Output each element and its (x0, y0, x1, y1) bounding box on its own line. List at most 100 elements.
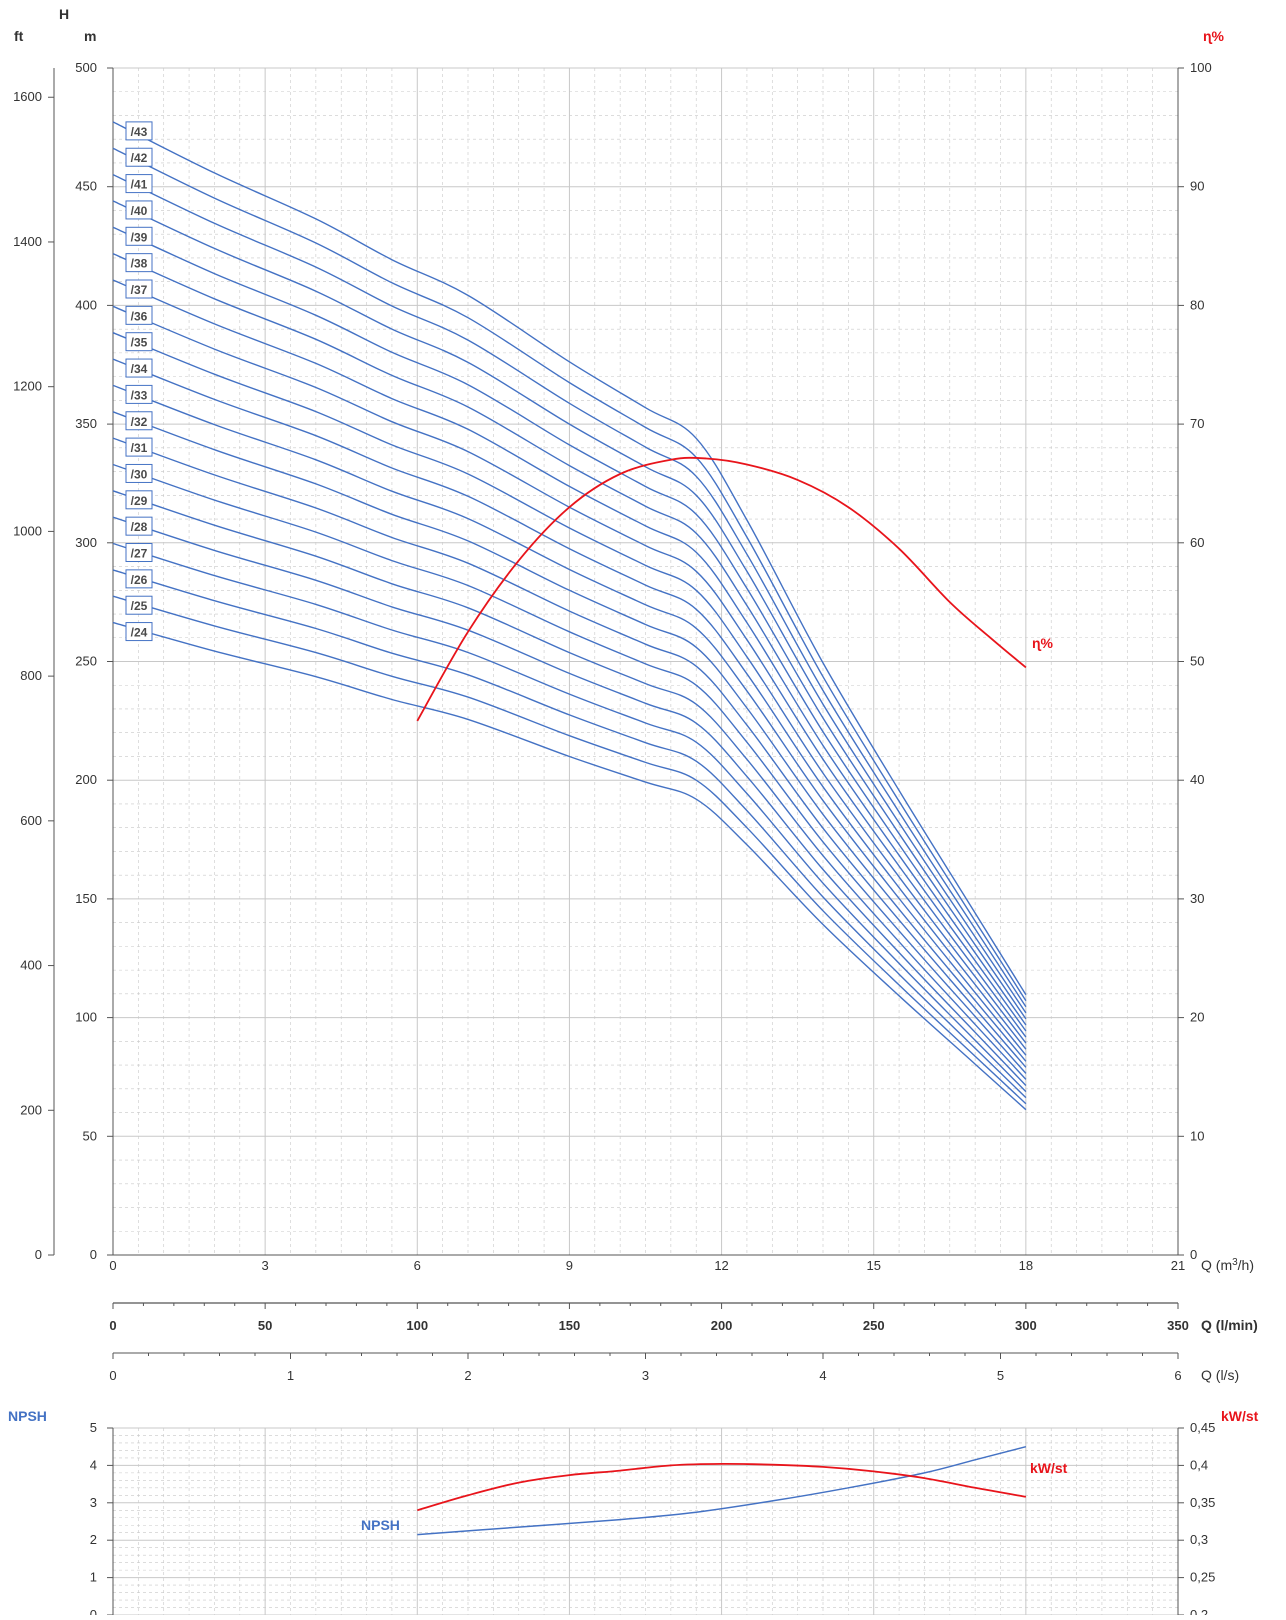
head-curve (112, 621, 1027, 1111)
npsh-tick-label: 5 (90, 1420, 97, 1435)
curve-label-box (125, 253, 153, 273)
curve-label-text: /39 (131, 230, 148, 244)
curve-label-box (125, 384, 153, 404)
y-tick-label-ft: 600 (20, 813, 42, 828)
y-tick-label-ft: 800 (20, 668, 42, 683)
curve-label-box (125, 543, 153, 563)
x-tick-label-lmin: 150 (559, 1318, 581, 1333)
curve-label: /27 (125, 543, 153, 563)
head-curve (112, 411, 1027, 1062)
curve-label-text: /27 (131, 547, 148, 561)
y-tick-label-eta: 20 (1190, 1010, 1204, 1025)
head-curve (112, 490, 1027, 1080)
x-tick-label-ls: 5 (997, 1368, 1004, 1383)
curve-label: /30 (125, 463, 153, 483)
npsh-tick-label: 3 (90, 1495, 97, 1510)
eta-header: ɳ% (1203, 28, 1225, 44)
curve-label-box (125, 147, 153, 167)
text-layer: 0501001502002503003504004505000200400600… (13, 60, 1215, 1620)
x-tick-label-ls: 3 (642, 1368, 649, 1383)
curve-label: /25 (125, 595, 153, 615)
curve-label-box (125, 437, 153, 457)
curve-label-box (125, 305, 153, 325)
curve-label: /24 (125, 622, 153, 642)
curve-label-text: /40 (131, 204, 148, 218)
head-curve (112, 121, 1027, 996)
y-tick-label-m: 300 (75, 535, 97, 550)
curve-label: /37 (125, 279, 153, 299)
head-curve (112, 384, 1027, 1056)
y-tick-label-m: 50 (83, 1128, 97, 1143)
y-tick-label-eta: 30 (1190, 891, 1204, 906)
y-tick-label-eta: 10 (1190, 1128, 1204, 1143)
y-tick-label-eta: 40 (1190, 772, 1204, 787)
curve-label: /32 (125, 411, 153, 431)
y-tick-label-eta: 90 (1190, 179, 1204, 194)
head-curve (112, 516, 1027, 1086)
curve-label-text: /38 (131, 257, 148, 271)
kw-tick-label: 0,35 (1190, 1495, 1215, 1510)
curve-label-box (125, 463, 153, 483)
q-ls-unit: Q (l/s) (1201, 1367, 1239, 1383)
curve-label-text: /31 (131, 441, 148, 455)
x-tick-label-m3h: 15 (866, 1258, 880, 1273)
curve-label: /29 (125, 490, 153, 510)
x-tick-label-m3h: 6 (414, 1258, 421, 1273)
npsh-tick-label: 4 (90, 1457, 97, 1472)
curve-label-box (125, 569, 153, 589)
head-curve (112, 437, 1027, 1068)
curve-label: /33 (125, 384, 153, 404)
q-m3h-unit: Q (m3/h) (1201, 1257, 1254, 1274)
curve-label-text: /34 (131, 362, 148, 376)
x-tick-label-lmin: 350 (1167, 1318, 1189, 1333)
head-curve (112, 252, 1027, 1026)
x-tick-label-m3h: 9 (566, 1258, 573, 1273)
y-tick-label-ft: 400 (20, 958, 42, 973)
head-curve (112, 332, 1027, 1044)
x-tick-label-lmin: 200 (711, 1318, 733, 1333)
npsh-tick-label: 2 (90, 1532, 97, 1547)
head-curve (112, 595, 1027, 1105)
head-curve (112, 305, 1027, 1038)
curve-label-text: /24 (131, 626, 148, 640)
curve-label-text: /26 (131, 573, 148, 587)
y-tick-label-ft: 0 (35, 1247, 42, 1262)
y-tick-label-m: 500 (75, 60, 97, 75)
q-lmin-unit: Q (l/min) (1201, 1317, 1258, 1333)
curve-label-box (125, 490, 153, 510)
y-tick-label-m: 450 (75, 179, 97, 194)
head-curve (112, 463, 1027, 1074)
y-tick-label-m: 400 (75, 297, 97, 312)
curve-label-text: /29 (131, 494, 148, 508)
curve-label-box (125, 358, 153, 378)
power-curve (417, 1462, 1027, 1512)
x-tick-label-ls: 0 (109, 1368, 116, 1383)
curve-label-text: /35 (131, 336, 148, 350)
npsh-tick-label: 1 (90, 1570, 97, 1585)
x-tick-label-m3h: 21 (1171, 1258, 1185, 1273)
y-tick-label-ft: 1200 (13, 379, 42, 394)
curve-label-text: /28 (131, 520, 148, 534)
kw-tick-label: 0,4 (1190, 1457, 1208, 1472)
head-curve (112, 200, 1027, 1014)
curve-label-box (125, 411, 153, 431)
eta-series-label: ɳ% (1032, 635, 1054, 651)
curve-label-text: /42 (131, 151, 148, 165)
kw-tick-label: 0,2 (1190, 1607, 1208, 1615)
curve-label-box (125, 279, 153, 299)
y-tick-label-m: 200 (75, 772, 97, 787)
y-tick-label-m: 150 (75, 891, 97, 906)
head-curve (112, 358, 1027, 1050)
kw-tick-label: 0,3 (1190, 1532, 1208, 1547)
m-header: m (84, 28, 96, 44)
curve-label: /40 (125, 200, 153, 220)
curve-label: /38 (125, 253, 153, 273)
curve-label-box (125, 622, 153, 642)
x-tick-label-m3h: 0 (109, 1258, 116, 1273)
curve-label-text: /32 (131, 415, 148, 429)
y-tick-label-m: 250 (75, 654, 97, 669)
y-tick-label-m: 350 (75, 416, 97, 431)
x-tick-label-lmin: 250 (863, 1318, 885, 1333)
